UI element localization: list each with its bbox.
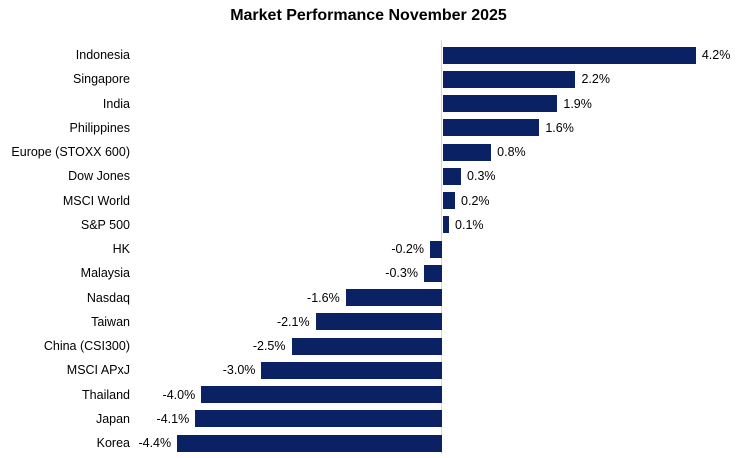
bar — [261, 361, 442, 379]
value-label: -4.0% — [162, 387, 196, 402]
category-label: Korea — [96, 436, 130, 450]
value-label: 1.6% — [545, 120, 574, 135]
value-label: -4.4% — [138, 436, 172, 450]
value-label: -2.5% — [252, 339, 286, 353]
bar — [443, 167, 462, 185]
bar — [177, 434, 442, 452]
bar — [443, 216, 450, 234]
category-label: HK — [112, 242, 130, 256]
category-label: Malaysia — [80, 266, 130, 281]
value-label: 0.8% — [497, 145, 526, 159]
category-label: Nasdaq — [86, 290, 130, 305]
category-label: Dow Jones — [68, 169, 130, 184]
value-label: 4.2% — [701, 48, 731, 62]
bar — [443, 143, 492, 161]
bar — [443, 70, 576, 88]
value-label: 0.1% — [455, 217, 484, 232]
value-label: -3.0% — [222, 363, 256, 378]
category-label: MSCI APxJ — [66, 363, 130, 378]
chart-title: Market Performance November 2025 — [230, 7, 507, 24]
bar — [443, 192, 456, 209]
bar — [443, 119, 540, 137]
value-label: -2.1% — [276, 314, 310, 329]
bar — [201, 386, 442, 403]
bar — [345, 289, 442, 306]
value-label: -1.6% — [307, 290, 340, 305]
bar — [423, 264, 442, 282]
value-label: 1.9% — [563, 96, 592, 111]
category-label: Singapore — [73, 72, 130, 87]
category-label: India — [102, 96, 130, 111]
bar — [315, 313, 442, 331]
bar — [429, 240, 442, 258]
category-label: Japan — [95, 411, 130, 426]
category-label: Indonesia — [75, 48, 130, 62]
bar — [195, 410, 442, 428]
bar — [443, 46, 696, 64]
category-label: Europe (STOXX 600) — [11, 145, 130, 159]
value-label: -4.1% — [156, 411, 190, 426]
value-label: -0.3% — [385, 266, 418, 281]
category-label: Philippines — [69, 120, 130, 135]
value-label: 2.2% — [581, 72, 610, 87]
category-label: Taiwan — [91, 314, 130, 329]
category-label: Thailand — [82, 387, 130, 402]
value-label: 0.3% — [467, 169, 496, 184]
bar — [291, 337, 442, 355]
category-label: MSCI World — [62, 193, 130, 208]
value-label: 0.2% — [461, 193, 490, 208]
category-label: China (CSI300) — [43, 339, 130, 353]
category-label: S&P 500 — [80, 217, 130, 232]
bar — [443, 95, 558, 112]
value-label: -0.2% — [391, 242, 424, 256]
